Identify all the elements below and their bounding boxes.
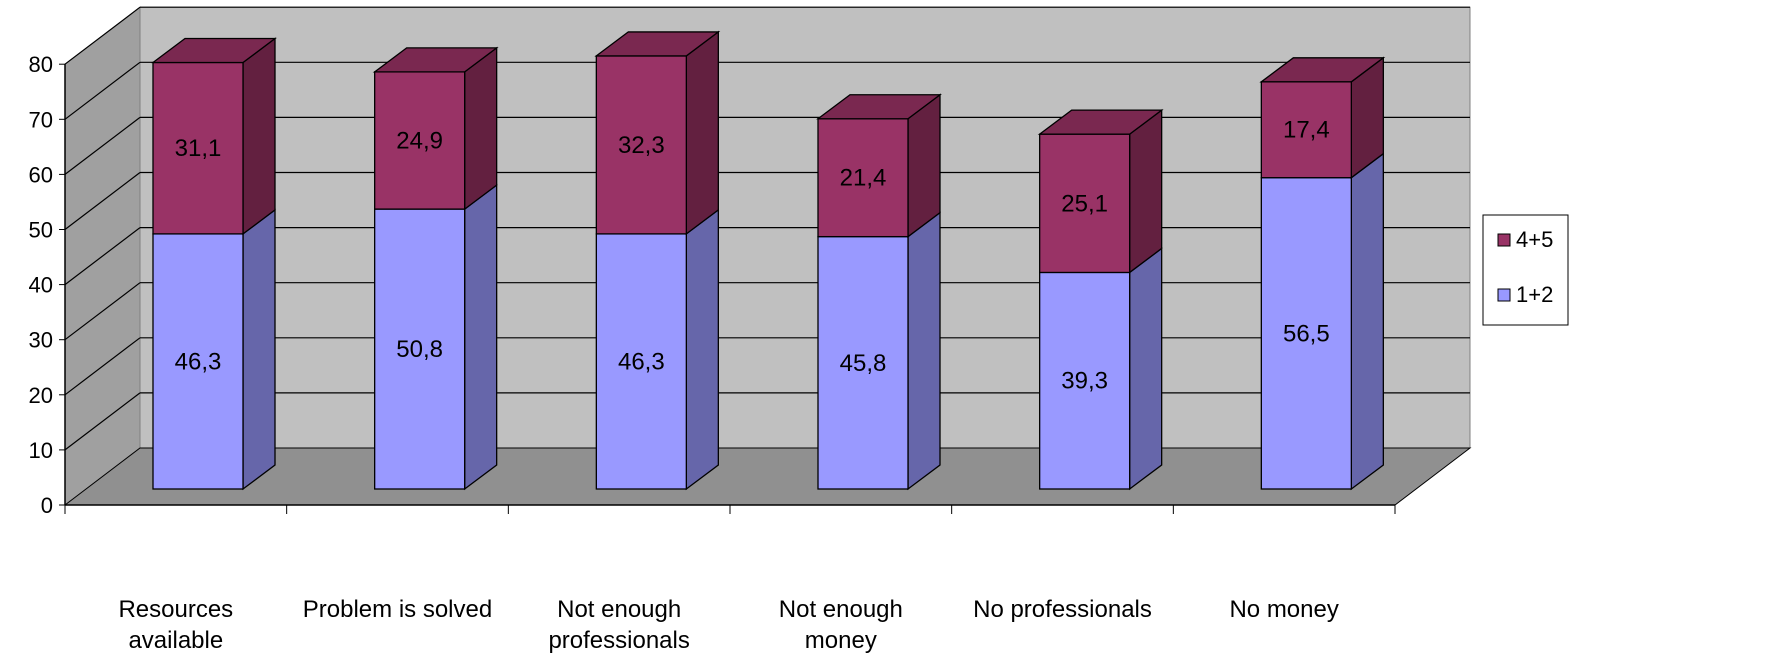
data-label: 21,4 <box>840 165 887 192</box>
x-category-label: No professionals <box>973 596 1152 623</box>
data-label: 45,8 <box>840 350 887 377</box>
bar-segment <box>374 71 466 210</box>
bar-segment <box>1260 177 1352 490</box>
bar-side <box>242 37 276 236</box>
data-label: 17,4 <box>1283 117 1330 144</box>
bar-side <box>1129 108 1163 274</box>
data-label: 25,1 <box>1061 190 1108 217</box>
x-category-label: Problem is solved <box>303 596 492 623</box>
legend-label: 1+2 <box>1516 282 1553 307</box>
y-axis: 0 10 20 30 40 50 60 70 80 <box>29 52 66 518</box>
gridline-side <box>64 227 141 286</box>
bar-segment <box>595 55 687 235</box>
x-category-label: No money <box>1229 596 1338 623</box>
data-label: 24,9 <box>396 127 443 154</box>
bar-segment <box>374 208 466 490</box>
bar-side <box>1350 152 1384 491</box>
gridline-side <box>64 392 141 451</box>
bar-top <box>816 94 942 120</box>
bar-side <box>907 211 941 491</box>
bar-segment <box>152 61 244 235</box>
bars: 46,3 31,1 50,8 24,9 46,3 32,3 45,8 21,4 39,3 25,1… <box>151 30 1386 491</box>
bar-top <box>372 47 499 73</box>
y-tick-label: 40 <box>29 273 53 298</box>
x-category-label: Resources available <box>118 596 233 654</box>
x-axis: Resources available Problem is solved Not e… <box>64 504 1396 654</box>
data-label: 46,3 <box>175 348 222 375</box>
bar-top <box>1037 109 1164 135</box>
y-tick-label: 20 <box>29 383 53 408</box>
bar-segment <box>595 233 687 490</box>
legend: 4+5 1+2 <box>1482 214 1569 326</box>
data-label: 50,8 <box>396 336 443 363</box>
bar-segment <box>817 235 909 490</box>
y-tick-label: 10 <box>29 438 53 463</box>
y-tick-label: 70 <box>29 107 53 132</box>
bar-segment <box>1039 133 1131 274</box>
bar-side <box>685 208 719 491</box>
x-category-label: Not enough money <box>779 596 903 654</box>
legend-swatch <box>1497 288 1511 302</box>
bar-side <box>907 93 941 238</box>
gridlines <box>64 6 1470 451</box>
gridline-side <box>64 6 141 65</box>
bar-segment <box>1039 271 1131 490</box>
gridline-side <box>64 61 141 120</box>
y-tick-label: 60 <box>29 162 53 187</box>
bar-side <box>242 208 276 491</box>
bar-segment <box>152 233 244 490</box>
y-tick-label: 80 <box>29 52 53 77</box>
data-label: 32,3 <box>618 132 665 159</box>
x-category-label: Not enough professionals <box>548 596 689 654</box>
bar-side <box>685 30 719 236</box>
data-label: 31,1 <box>175 135 222 162</box>
bar-segment <box>817 118 909 238</box>
bar-top <box>594 31 721 57</box>
legend-swatch <box>1497 233 1511 247</box>
gridline-side <box>64 172 141 230</box>
gridline-side <box>64 282 141 341</box>
legend-box <box>1482 214 1569 326</box>
legend-label: 4+5 <box>1516 227 1553 252</box>
data-label: 39,3 <box>1061 368 1108 395</box>
floor <box>63 447 1472 506</box>
chart-walls <box>63 6 1472 507</box>
y-tick-label: 50 <box>29 218 53 243</box>
y-tick-label: 30 <box>29 328 53 353</box>
bar-top <box>1259 57 1386 83</box>
y-tick-label: 0 <box>41 493 53 518</box>
bar-side <box>464 46 498 211</box>
data-label: 46,3 <box>618 348 665 375</box>
gridline-side <box>64 116 141 175</box>
bar-side <box>464 183 498 491</box>
data-label: 56,5 <box>1283 320 1330 347</box>
bar-side <box>1129 247 1163 491</box>
gridline-side <box>64 337 141 396</box>
bar-top <box>151 37 277 64</box>
